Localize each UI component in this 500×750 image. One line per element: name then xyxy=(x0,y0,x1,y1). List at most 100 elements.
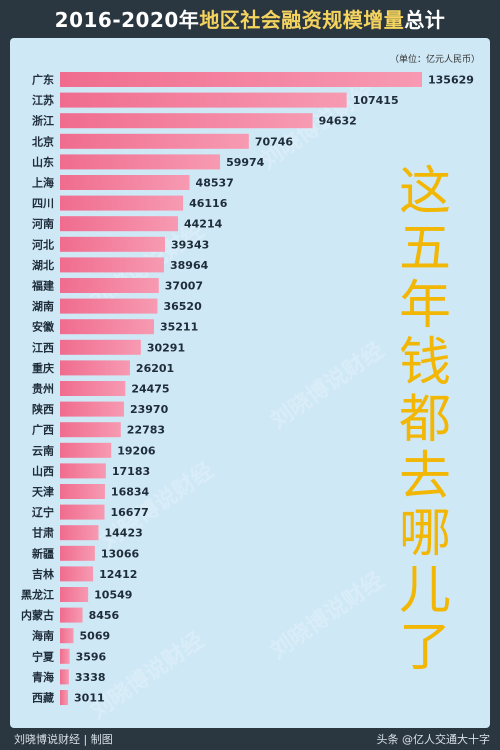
bar xyxy=(60,669,69,685)
bar xyxy=(60,607,83,623)
category-label: 山西 xyxy=(32,464,54,478)
bar xyxy=(60,545,95,561)
value-label: 35211 xyxy=(160,321,198,334)
footer-credit: 刘晓博说财经 | 制图 xyxy=(14,733,113,746)
bar xyxy=(60,257,164,273)
category-label: 海南 xyxy=(32,629,54,643)
bar xyxy=(60,401,124,417)
value-label: 23970 xyxy=(130,403,169,416)
bar xyxy=(60,484,105,499)
category-label: 宁夏 xyxy=(32,649,55,663)
category-label: 上海 xyxy=(32,176,54,190)
category-label: 云南 xyxy=(32,443,54,457)
side-caption-char: 五 xyxy=(398,219,451,279)
bar xyxy=(60,648,70,664)
category-label: 湖南 xyxy=(32,299,54,313)
category-label: 广西 xyxy=(32,423,54,437)
chart-panel: （单位：亿元人民币） 刘晓博说财经 刘晓博说财经 刘晓博说财经 刘晓博说财经 刘… xyxy=(10,38,490,728)
side-caption: 这五年钱都去哪儿了 xyxy=(395,166,455,679)
value-label: 44214 xyxy=(184,218,223,231)
value-label: 24475 xyxy=(131,383,169,396)
category-label: 青海 xyxy=(32,670,54,684)
value-label: 39343 xyxy=(171,238,209,251)
category-label: 陕西 xyxy=(32,402,54,416)
value-label: 19206 xyxy=(117,444,156,457)
value-label: 10549 xyxy=(94,589,132,602)
bar xyxy=(60,381,126,396)
bar xyxy=(60,360,130,376)
side-caption-char: 了 xyxy=(398,618,451,678)
category-label: 福建 xyxy=(31,279,55,293)
category-label: 北京 xyxy=(32,134,54,148)
bar xyxy=(60,442,112,458)
bar xyxy=(60,463,106,479)
value-label: 107415 xyxy=(353,94,399,107)
bar xyxy=(60,236,166,252)
category-label: 内蒙古 xyxy=(21,608,54,622)
category-label: 辽宁 xyxy=(32,505,54,519)
value-label: 16834 xyxy=(111,486,150,499)
category-label: 甘肃 xyxy=(32,526,54,540)
bar xyxy=(60,175,190,190)
category-label: 河北 xyxy=(32,237,54,251)
side-caption-char: 都 xyxy=(398,390,451,450)
bar xyxy=(60,319,154,335)
bar xyxy=(60,298,158,314)
bar xyxy=(60,628,74,644)
value-label: 3596 xyxy=(76,650,107,663)
category-label: 西藏 xyxy=(32,691,54,705)
value-label: 37007 xyxy=(165,280,203,293)
value-label: 3011 xyxy=(74,692,105,705)
bar xyxy=(60,92,347,108)
category-label: 湖北 xyxy=(32,258,54,272)
value-label: 16677 xyxy=(111,506,149,519)
category-label: 吉林 xyxy=(32,567,54,581)
category-label: 四川 xyxy=(32,197,54,210)
value-label: 46116 xyxy=(189,197,228,210)
side-caption-char: 这 xyxy=(398,162,451,222)
side-caption-char: 年 xyxy=(398,276,451,336)
category-label: 重庆 xyxy=(32,361,54,375)
value-label: 36520 xyxy=(163,300,202,313)
bar xyxy=(60,587,89,602)
category-label: 广东 xyxy=(32,73,54,87)
value-label: 3338 xyxy=(75,671,106,684)
title-suffix: 总计 xyxy=(404,7,446,32)
category-label: 新疆 xyxy=(32,546,54,560)
value-label: 135629 xyxy=(428,74,474,87)
bar xyxy=(60,278,159,293)
value-label: 70746 xyxy=(255,135,294,148)
value-label: 17183 xyxy=(112,465,150,478)
footer-source: 头条 @亿人交通大十字 xyxy=(376,733,491,746)
side-caption-char: 去 xyxy=(398,447,451,507)
value-label: 48537 xyxy=(196,177,234,190)
value-label: 26201 xyxy=(136,362,174,375)
bar xyxy=(60,154,221,170)
bar xyxy=(60,72,422,87)
value-label: 59974 xyxy=(226,156,265,169)
category-label: 贵州 xyxy=(32,382,54,396)
bar xyxy=(60,195,184,211)
category-label: 黑龙江 xyxy=(21,588,54,602)
side-caption-char: 哪 xyxy=(398,504,451,564)
value-label: 8456 xyxy=(89,609,120,622)
value-label: 5069 xyxy=(80,630,111,643)
category-label: 江西 xyxy=(32,340,54,354)
bar xyxy=(60,133,249,149)
value-label: 30291 xyxy=(147,341,185,354)
bar xyxy=(60,216,179,232)
bar xyxy=(60,690,69,705)
category-label: 江苏 xyxy=(32,93,54,107)
unit-label: （单位：亿元人民币） xyxy=(389,55,480,65)
title-prefix: 2016-2020年 xyxy=(54,7,200,32)
title-bar: 2016-2020年地区社会融资规模增量总计 xyxy=(0,0,500,36)
value-label: 22783 xyxy=(127,424,165,437)
bar xyxy=(60,422,121,438)
bar xyxy=(60,525,99,541)
value-label: 94632 xyxy=(319,115,357,128)
bar xyxy=(60,504,105,520)
category-label: 浙江 xyxy=(32,114,54,128)
bar xyxy=(60,113,313,129)
category-label: 天津 xyxy=(32,485,54,499)
